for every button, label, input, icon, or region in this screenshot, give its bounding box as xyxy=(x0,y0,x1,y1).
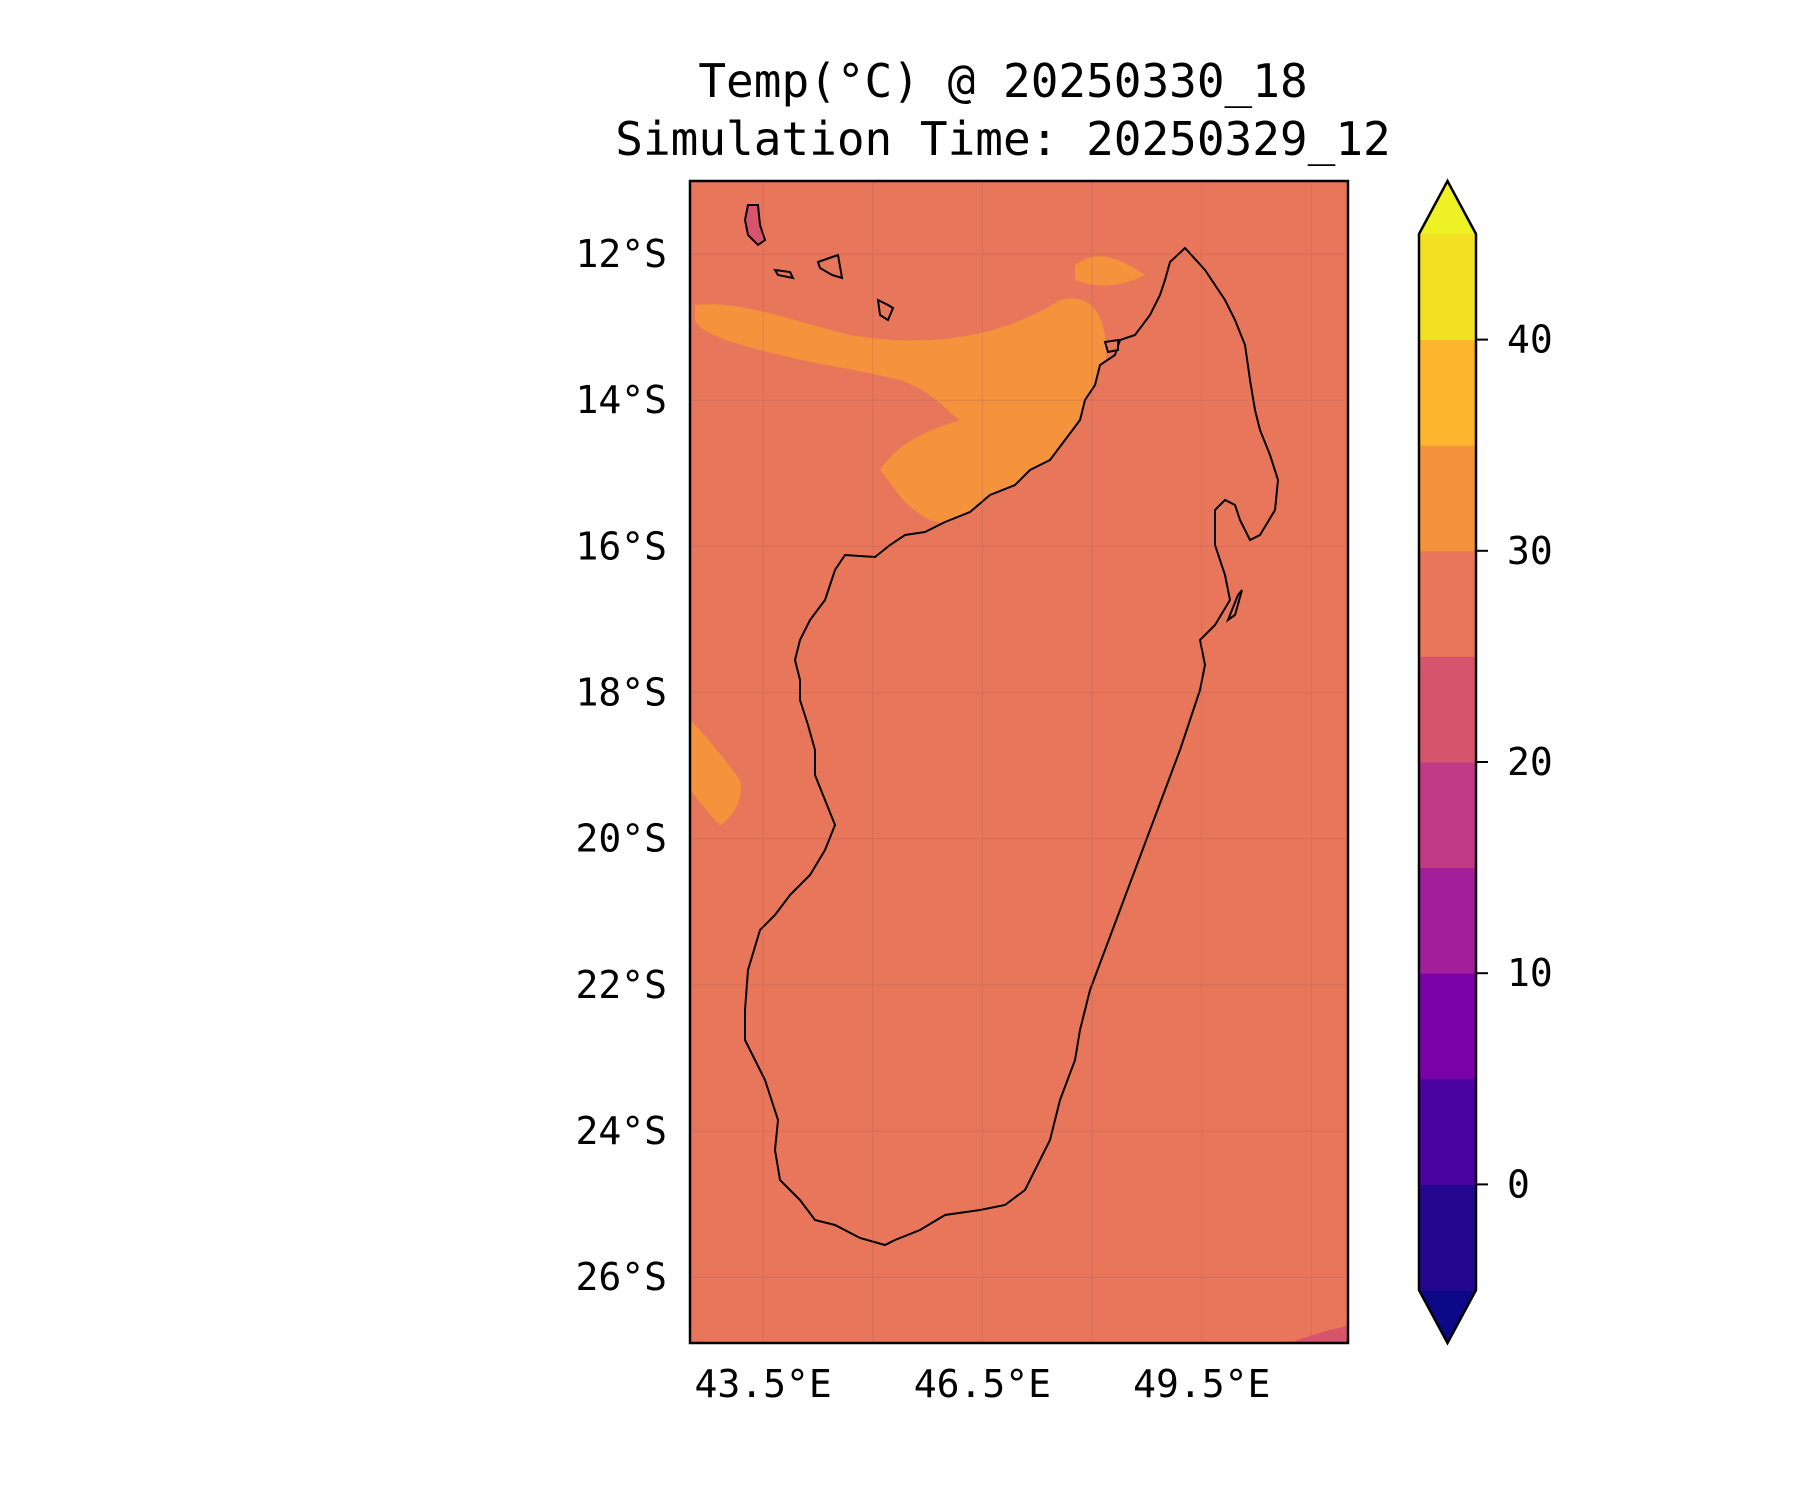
colorbar-band xyxy=(1419,973,1476,1080)
island-moheli xyxy=(773,268,795,280)
colorbar-tick-label: 10 xyxy=(1507,951,1553,995)
colorbar-band xyxy=(1419,762,1476,869)
lat-tick-label: 20°S xyxy=(575,817,667,861)
colorbar-band xyxy=(1419,656,1476,763)
lat-tick-label: 16°S xyxy=(575,524,667,568)
lat-tick-label: 22°S xyxy=(575,963,667,1007)
lat-tick-label: 26°S xyxy=(575,1255,667,1299)
map-frame xyxy=(688,179,1350,1345)
contour-20-25-southeast-corner xyxy=(1290,1325,1348,1343)
colorbar-band xyxy=(1419,550,1476,657)
latitude-ticks: 12°S 14°S 16°S 18°S 20°S 22°S 24°S 26°S xyxy=(575,232,667,1299)
lat-tick-label: 14°S xyxy=(575,378,667,422)
gridlines xyxy=(690,181,1348,1343)
colorbar-band xyxy=(1419,1184,1476,1291)
island-sainte-marie xyxy=(1225,589,1243,623)
colorbar-band xyxy=(1419,867,1476,974)
contour-30-35-northwest xyxy=(695,298,1107,525)
colorbar-tick-label: 20 xyxy=(1507,740,1553,784)
contour-30-35-north-patch xyxy=(1075,256,1145,286)
lat-tick-label: 24°S xyxy=(575,1109,667,1153)
colorbar: 0 10 20 30 40 xyxy=(1417,178,1553,1346)
contour-30-35-west xyxy=(690,720,741,825)
title-line-1: Temp(°C) @ 20250330_18 xyxy=(698,54,1307,108)
longitude-ticks: 43.5°E 46.5°E 49.5°E xyxy=(694,1362,1270,1406)
island-anjouan xyxy=(816,253,844,280)
lon-tick-label: 49.5°E xyxy=(1133,1362,1270,1406)
map-panel: 12°S14°S16°S18°S20°S22°S24°S26°S 43.5°E 4… xyxy=(575,179,1350,1406)
lat-tick-label: 12°S xyxy=(575,232,667,276)
islands xyxy=(743,204,1243,623)
island-nosy-be xyxy=(1103,338,1119,354)
colorbar-band xyxy=(1419,1078,1476,1185)
colorbar-band xyxy=(1419,445,1476,552)
colorbar-extend-min xyxy=(1419,1290,1476,1343)
lon-tick-label: 43.5°E xyxy=(694,1362,831,1406)
title-line-2: Simulation Time: 20250329_12 xyxy=(615,112,1390,166)
lon-tick-label: 46.5°E xyxy=(914,1362,1051,1406)
colorbar-outline xyxy=(1417,178,1478,1346)
colorbar-band xyxy=(1419,339,1476,446)
colorbar-tick-label: 40 xyxy=(1507,318,1553,362)
colorbar-tick-label: 0 xyxy=(1507,1162,1530,1206)
lat-tick-label: 18°S xyxy=(575,671,667,715)
island-mayotte xyxy=(876,298,895,322)
colorbar-tick-label: 30 xyxy=(1507,529,1553,573)
colorbar-band xyxy=(1419,234,1476,341)
island-comoros-grande xyxy=(743,204,767,247)
colorbar-extend-max xyxy=(1419,181,1476,234)
